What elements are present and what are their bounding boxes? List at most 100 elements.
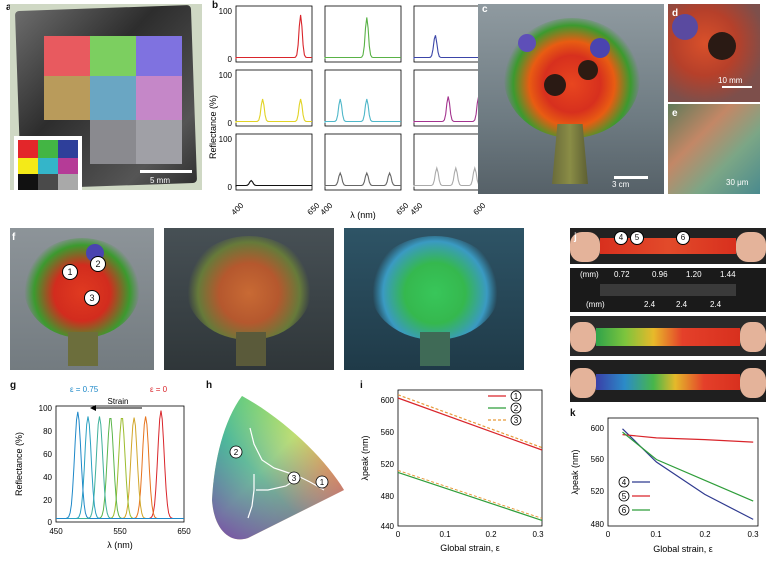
b-xlabel: λ (nm) [350, 210, 376, 220]
i-series-line [397, 471, 543, 521]
b-spectrum-frame [235, 69, 313, 127]
i-ytick: 440 [381, 522, 395, 531]
i-ytick: 560 [381, 428, 395, 437]
panel-e-micrograph: 30 μm [668, 104, 760, 194]
strain-path-2 [247, 474, 255, 519]
i-legend-label: 2 [514, 404, 519, 413]
panel-label-f: f [12, 232, 16, 243]
i-legend-marker [510, 402, 522, 414]
b-ytick: 100 [219, 71, 233, 80]
i-legend-marker [510, 414, 522, 426]
b-ytick: 0 [228, 55, 233, 64]
i-series-line [397, 394, 543, 449]
k-series-line [622, 431, 754, 502]
g-ytick: 0 [48, 518, 53, 527]
b-xtick: 650 [395, 201, 411, 217]
g-xtick: 450 [49, 527, 63, 536]
k-series-line [622, 428, 754, 520]
scale-bar-label: 10 mm [718, 76, 743, 85]
b-xtick: 600 [472, 201, 488, 217]
panel-k-chart: 4 5 6 600 560 520 480 0 0.1 0.2 0.3 Global… [570, 417, 759, 554]
k-legend-label: 4 [622, 478, 627, 487]
k-xlabel: Global strain, ε [653, 544, 713, 554]
i-xtick: 0 [396, 530, 401, 539]
panel-a-photo: 5 mm [10, 4, 202, 190]
panel-j-strip-3 [570, 316, 766, 356]
i-legend-marker [510, 390, 522, 402]
i-legend-label: 1 [514, 392, 519, 401]
h-marker-1 [315, 475, 329, 489]
strain-arrowhead [90, 405, 96, 411]
b-spectrum-frame [413, 133, 490, 191]
k-legend-marker [618, 504, 630, 516]
panel-label-i: i [360, 380, 363, 391]
b-spectrum-line [235, 14, 312, 59]
i-xtick: 0.1 [439, 530, 451, 539]
b-spectrum-frame [413, 69, 490, 127]
b-ytick: 100 [219, 135, 233, 144]
scale-bar [140, 170, 192, 173]
strain-path-1 [249, 427, 325, 491]
b-spectrum-frame [324, 133, 402, 191]
i-ylabel: λpeak (nm) [360, 435, 370, 480]
b-spectrum-line [413, 96, 490, 123]
i-series-line [397, 397, 543, 451]
g-ytick: 80 [43, 427, 52, 436]
panel-b-spectra: Reflectance (%) 100 0 100 0 100 0 400 65… [208, 5, 490, 220]
b-ytick: 0 [228, 183, 233, 192]
b-ytick: 100 [219, 7, 233, 16]
k-frame [607, 417, 759, 527]
marker-6: 6 [676, 231, 690, 245]
mm-top-value: 0.72 [614, 270, 630, 279]
mm-label-top: (mm) [580, 270, 599, 279]
panel-f-photo-3 [344, 228, 524, 370]
mm-top-value: 1.20 [686, 270, 702, 279]
g-series-line [56, 410, 184, 519]
marker-2: 2 [90, 256, 106, 272]
k-xtick: 0.1 [650, 530, 662, 539]
panel-g-chart: ε = 0.75 ε = 0 Strain 100 80 60 40 20 0 … [14, 385, 191, 550]
i-ytick: 600 [381, 396, 395, 405]
b-xtick: 450 [409, 201, 425, 217]
k-ylabel: λpeak (nm) [570, 449, 580, 494]
g-xtick: 550 [113, 527, 127, 536]
h-marker-2 [229, 445, 243, 459]
k-legend-label: 5 [622, 492, 627, 501]
mm-top-value: 1.44 [720, 270, 736, 279]
eps-right: ε = 0 [150, 385, 168, 394]
mm-label-bottom: (mm) [586, 300, 605, 309]
i-xtick: 0.2 [485, 530, 497, 539]
panel-j-strip-1: 4 5 6 [570, 228, 766, 264]
b-spectrum-line [413, 35, 490, 59]
b-spectrum-line [324, 171, 401, 187]
k-xtick: 0 [606, 530, 611, 539]
g-ytick: 60 [43, 450, 52, 459]
b-spectrum-line [235, 179, 312, 187]
panel-label-h: h [206, 380, 213, 391]
mm-top-value: 0.96 [652, 270, 668, 279]
panel-label-b: b [212, 0, 219, 11]
b-spectrum-line [324, 17, 401, 59]
panel-label-e: e [672, 108, 678, 119]
eps-left: ε = 0.75 [70, 385, 99, 394]
panel-h-chromaticity: 1 2 3 [212, 396, 344, 540]
panel-f-photo-2 [164, 228, 334, 370]
panel-j-strip-4 [570, 360, 766, 402]
g-xlabel: λ (nm) [107, 540, 133, 550]
i-ytick: 480 [381, 492, 395, 501]
g-ylabel: Reflectance (%) [14, 432, 24, 496]
b-spectrum-line [413, 165, 490, 187]
i-series-line [397, 469, 543, 519]
h-marker-2-text: 2 [234, 448, 239, 457]
b-spectrum-frame [235, 5, 313, 63]
mm-bottom-value: 2.4 [676, 300, 688, 309]
g-xtick: 650 [177, 527, 191, 536]
g-ytick: 40 [43, 473, 52, 482]
color-key-inset [14, 136, 82, 190]
k-legend-marker [618, 476, 630, 488]
panel-label-k: k [570, 408, 576, 419]
k-series-line [622, 434, 754, 443]
cie-gamut-overlay [212, 396, 344, 540]
h-marker-3 [287, 471, 301, 485]
k-ytick: 520 [591, 487, 605, 496]
